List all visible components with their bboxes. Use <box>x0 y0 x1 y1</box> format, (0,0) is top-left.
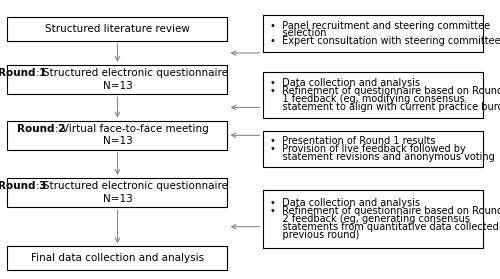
Bar <box>262 190 482 248</box>
Text: statement revisions and anonymous voting: statement revisions and anonymous voting <box>270 152 495 162</box>
Text: Round 2: Round 2 <box>18 124 66 134</box>
Bar <box>8 65 228 94</box>
Text: 1 feedback (eg, modifying consensus: 1 feedback (eg, modifying consensus <box>270 94 465 104</box>
Bar <box>8 17 228 41</box>
Bar <box>8 178 228 207</box>
Text: •  Panel recruitment and steering committee: • Panel recruitment and steering committ… <box>270 21 490 31</box>
Bar <box>8 121 228 150</box>
Text: 2 feedback (eg, generating consensus: 2 feedback (eg, generating consensus <box>270 214 470 224</box>
Text: : Structured electronic questionnaire: : Structured electronic questionnaire <box>36 68 228 78</box>
Text: •  Data collection and analysis: • Data collection and analysis <box>270 198 420 208</box>
Text: Round 3: Round 3 <box>0 181 46 191</box>
Bar <box>262 15 482 52</box>
Text: •  Expert consultation with steering committee: • Expert consultation with steering comm… <box>270 36 500 46</box>
Text: •  Provision of live feedback followed by: • Provision of live feedback followed by <box>270 144 466 154</box>
Text: : Virtual face-to-face meeting: : Virtual face-to-face meeting <box>55 124 209 134</box>
Text: N=13: N=13 <box>102 81 132 91</box>
Text: Structured literature review: Structured literature review <box>45 24 190 34</box>
Text: selection: selection <box>270 28 326 39</box>
Bar <box>8 246 228 270</box>
Text: Final data collection and analysis: Final data collection and analysis <box>31 253 204 263</box>
Text: statements from quantitative data collected in: statements from quantitative data collec… <box>270 222 500 232</box>
Text: •  Refinement of questionnaire based on Round: • Refinement of questionnaire based on R… <box>270 86 500 96</box>
Bar <box>262 131 482 167</box>
Text: previous round): previous round) <box>270 230 360 240</box>
Text: : Structured electronic questionnaire: : Structured electronic questionnaire <box>36 181 228 191</box>
Bar <box>262 72 482 118</box>
Text: statement to align with current practice burden): statement to align with current practice… <box>270 102 500 112</box>
Text: •  Data collection and analysis: • Data collection and analysis <box>270 78 420 88</box>
Text: Round 1: Round 1 <box>0 68 46 78</box>
Text: •  Refinement of questionnaire based on Round: • Refinement of questionnaire based on R… <box>270 206 500 216</box>
Text: N=13: N=13 <box>102 136 132 146</box>
Text: N=13: N=13 <box>102 194 132 204</box>
Text: •  Presentation of Round 1 results: • Presentation of Round 1 results <box>270 136 436 146</box>
